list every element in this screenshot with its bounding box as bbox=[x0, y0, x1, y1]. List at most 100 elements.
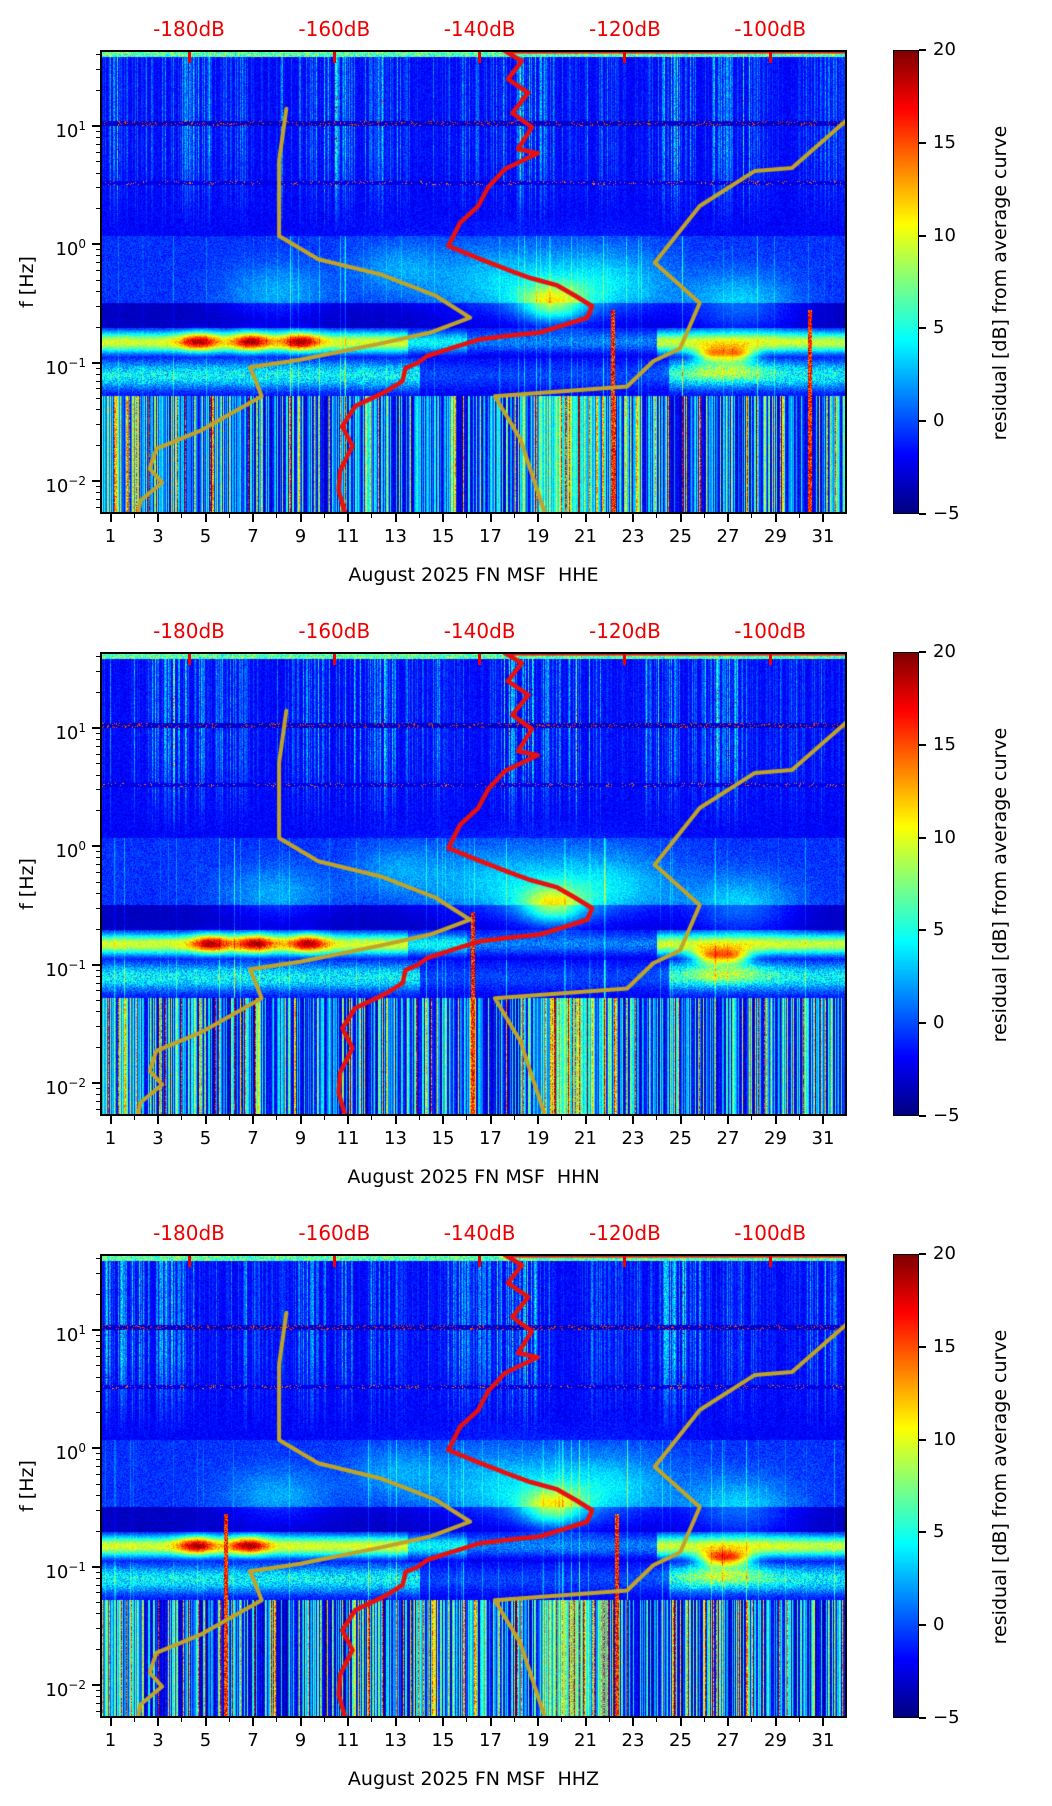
y-tick-mark bbox=[92, 845, 100, 848]
x-tick-mark bbox=[584, 514, 587, 522]
x-minor-tick-mark bbox=[513, 1718, 515, 1722]
x-minor-tick-mark bbox=[276, 1116, 278, 1120]
x-tick-label: 5 bbox=[199, 1128, 212, 1149]
y-minor-tick-mark bbox=[96, 1453, 100, 1455]
x-tick-mark bbox=[774, 1718, 777, 1726]
x-minor-tick-mark bbox=[656, 514, 658, 518]
x-tick-label: 21 bbox=[574, 1730, 597, 1751]
x-tick-mark bbox=[157, 514, 159, 522]
x-tick-mark bbox=[774, 1116, 777, 1124]
y-minor-tick-mark bbox=[96, 1087, 100, 1089]
y-minor-tick-mark bbox=[96, 380, 100, 382]
y-minor-tick-mark bbox=[96, 498, 100, 500]
x-minor-tick-mark bbox=[798, 1718, 800, 1722]
x-tick-mark bbox=[489, 1116, 492, 1124]
colorbar-tick-label: 0 bbox=[933, 410, 945, 432]
x-tick-label: 23 bbox=[621, 1128, 645, 1149]
y-minor-tick-mark bbox=[96, 1046, 100, 1048]
x-tick-label: 25 bbox=[669, 526, 692, 547]
colorbar-canvas bbox=[893, 652, 919, 1116]
y-minor-tick-mark bbox=[96, 656, 100, 658]
top-db-tick-mark bbox=[332, 654, 336, 665]
colorbar-tick-label: −5 bbox=[933, 503, 960, 524]
y-minor-tick-mark bbox=[96, 1100, 100, 1102]
top-db-tick-label: -140dB bbox=[443, 619, 516, 643]
x-tick-mark bbox=[584, 1116, 587, 1124]
x-tick-label: 13 bbox=[384, 1730, 407, 1751]
x-tick-label: 27 bbox=[716, 526, 740, 547]
y-tick-label: 10−1 bbox=[45, 355, 86, 379]
x-tick-mark bbox=[252, 514, 254, 522]
x-tick-mark bbox=[347, 1116, 349, 1124]
x-tick-mark bbox=[347, 514, 349, 522]
y-tick-mark bbox=[92, 243, 100, 246]
y-tick-mark bbox=[92, 480, 100, 483]
x-tick-label: 15 bbox=[431, 1730, 455, 1751]
x-tick-mark bbox=[157, 1718, 159, 1726]
y-minor-tick-mark bbox=[96, 1648, 100, 1650]
y-minor-tick-mark bbox=[96, 1459, 100, 1461]
y-minor-tick-mark bbox=[96, 1613, 100, 1615]
x-tick-mark bbox=[822, 1718, 824, 1726]
y-tick-mark bbox=[92, 727, 100, 730]
x-tick-mark bbox=[442, 514, 444, 522]
colorbar-tick-label: 15 bbox=[933, 733, 956, 755]
y-tick-label: 10−2 bbox=[45, 1678, 86, 1702]
y-minor-tick-mark bbox=[96, 810, 100, 812]
x-minor-tick-mark bbox=[371, 1718, 373, 1722]
x-minor-tick-mark bbox=[798, 514, 800, 518]
y-minor-tick-mark bbox=[96, 975, 100, 977]
spectrogram-canvas-hhe bbox=[100, 50, 847, 514]
x-tick-mark bbox=[489, 1718, 492, 1726]
y-minor-tick-mark bbox=[96, 506, 100, 508]
x-minor-tick-mark bbox=[133, 1718, 135, 1722]
top-db-tick-label: -160dB bbox=[298, 17, 371, 41]
colorbar-tick-mark bbox=[919, 234, 926, 237]
x-minor-tick-mark bbox=[513, 1116, 515, 1120]
x-tick-mark bbox=[394, 1116, 397, 1124]
x-tick-label: 19 bbox=[526, 1128, 550, 1149]
x-minor-tick-mark bbox=[228, 1718, 230, 1722]
colorbar-tick-mark bbox=[919, 743, 926, 746]
x-tick-label: 3 bbox=[152, 1730, 164, 1751]
y-minor-tick-mark bbox=[96, 172, 100, 174]
colorbar-title: residual [dB] from average curve bbox=[989, 125, 1011, 441]
x-minor-tick-mark bbox=[608, 514, 610, 518]
y-minor-tick-mark bbox=[96, 763, 100, 765]
y-tick-label: 10−2 bbox=[45, 1076, 86, 1100]
x-tick-label: 27 bbox=[716, 1730, 740, 1751]
y-minor-tick-mark bbox=[96, 161, 100, 163]
y-tick-label: 100 bbox=[55, 839, 86, 863]
x-tick-label: 19 bbox=[526, 1730, 550, 1751]
y-minor-tick-mark bbox=[96, 692, 100, 693]
x-tick-label: 3 bbox=[152, 526, 164, 547]
y-minor-tick-mark bbox=[96, 671, 100, 673]
x-tick-mark bbox=[299, 1116, 302, 1124]
x-tick-label: 7 bbox=[247, 1128, 259, 1149]
y-minor-tick-mark bbox=[96, 1365, 100, 1367]
y-tick-label: 101 bbox=[55, 119, 86, 143]
y-minor-tick-mark bbox=[96, 1584, 100, 1586]
colorbar-canvas bbox=[893, 1254, 919, 1718]
x-tick-label: 11 bbox=[336, 526, 360, 547]
x-minor-tick-mark bbox=[656, 1116, 658, 1120]
y-minor-tick-mark bbox=[96, 1695, 100, 1697]
x-tick-mark bbox=[679, 514, 682, 522]
y-minor-tick-mark bbox=[96, 187, 100, 189]
y-minor-tick-mark bbox=[96, 69, 100, 71]
y-minor-tick-mark bbox=[96, 1335, 100, 1337]
y-tick-mark bbox=[92, 1684, 100, 1687]
x-tick-mark bbox=[442, 1116, 444, 1124]
x-minor-tick-mark bbox=[466, 1718, 468, 1722]
y-minor-tick-mark bbox=[96, 1273, 100, 1275]
y-minor-tick-mark bbox=[96, 305, 100, 307]
y-tick-mark bbox=[92, 1082, 100, 1085]
colorbar-tick-label: 20 bbox=[933, 641, 956, 662]
colorbar-tick-mark bbox=[919, 1022, 926, 1025]
panel-hhn: f [Hz] August 2025 FN MSF HHN residual [… bbox=[0, 602, 1052, 1204]
y-minor-tick-mark bbox=[96, 1474, 100, 1476]
x-tick-label: 31 bbox=[811, 526, 835, 547]
x-tick-label: 15 bbox=[431, 526, 455, 547]
x-tick-mark bbox=[727, 1718, 729, 1726]
